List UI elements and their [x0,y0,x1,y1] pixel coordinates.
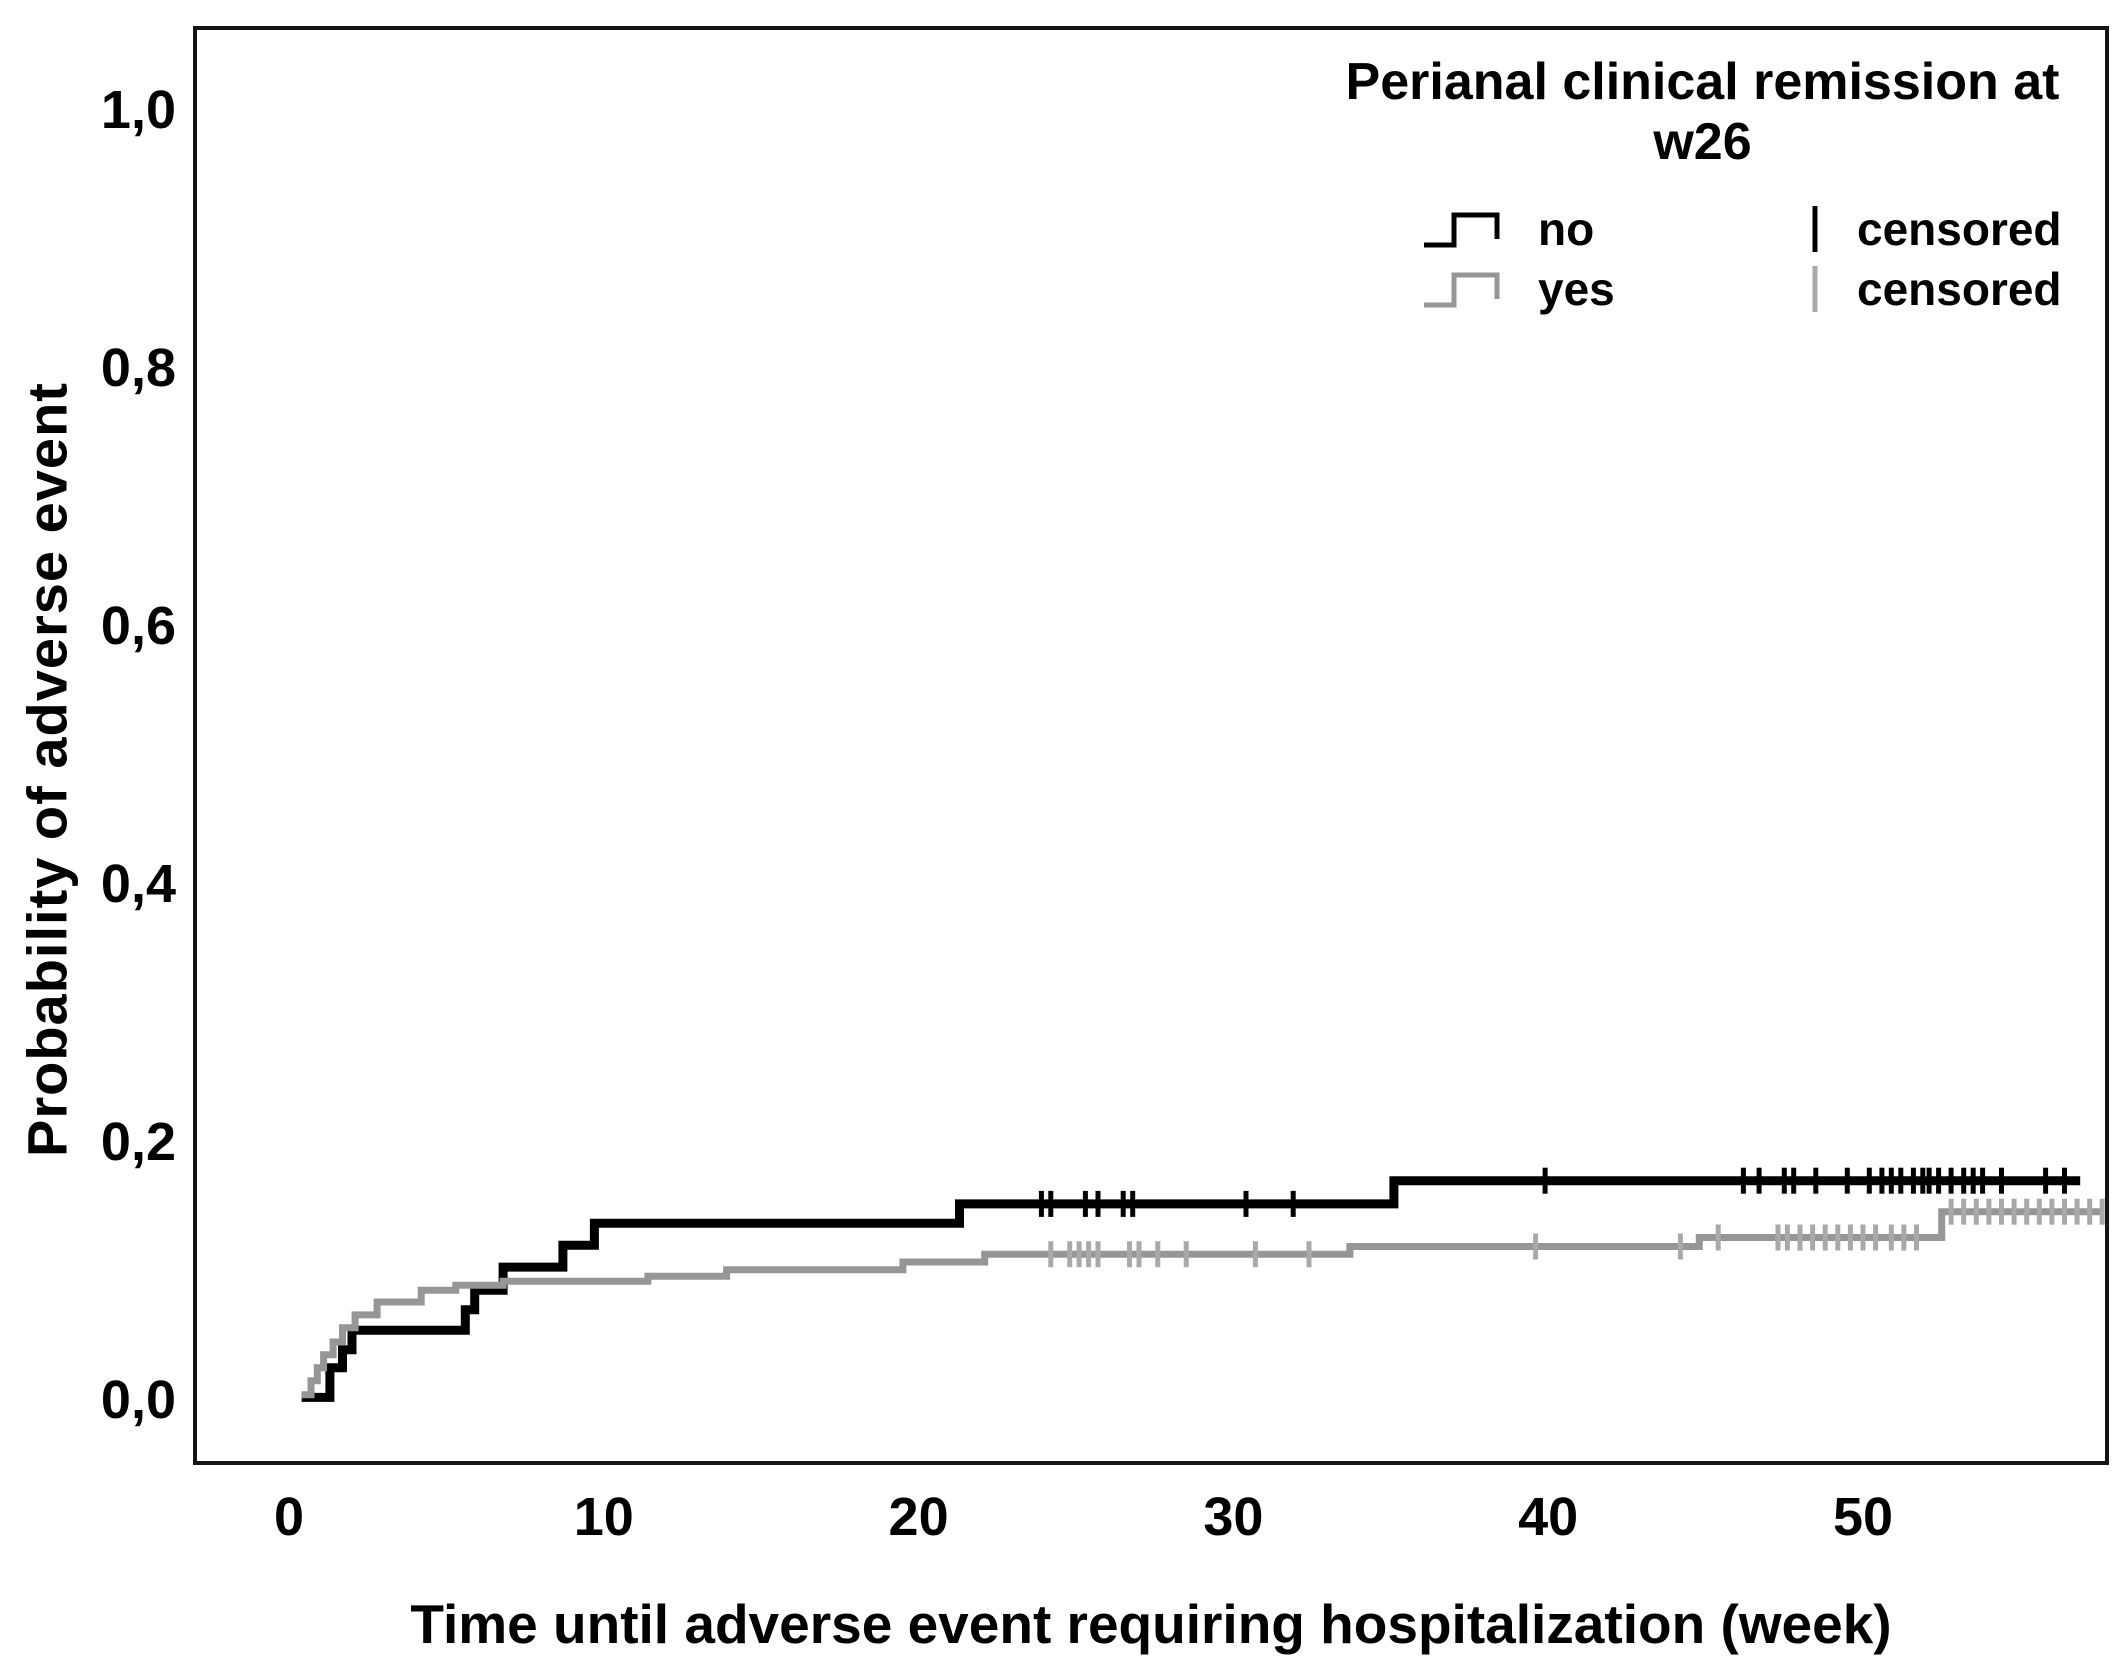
legend-label-censored-yes: censored [1857,263,2062,315]
x-tick-label: 20 [888,1487,949,1547]
legend-title-line2: w26 [1653,113,1752,171]
legend: Perianal clinical remission at w26 no ce… [1280,52,2125,316]
legend-title: Perianal clinical remission at w26 [1280,52,2125,172]
legend-step-line-yes-icon [1424,272,1500,308]
series-yes [301,1198,2105,1399]
y-axis-title: Probability of adverse event [15,382,79,1158]
legend-label-no: no [1538,203,1595,255]
plot-svg [301,1167,2105,1402]
legend-items: no censored yes censored [1421,202,2125,316]
plot-area [193,26,2109,1465]
legend-censored-tick-no-icon [1812,206,1818,252]
x-axis-title: Time until adverse event requiring hospi… [410,1593,1892,1655]
x-tick-label: 10 [573,1487,634,1547]
x-tick-label: 40 [1518,1487,1579,1547]
legend-title-line1: Perianal clinical remission at [1345,53,2060,111]
legend-label-censored-no: censored [1857,203,2062,255]
legend-censored-tick-yes-icon [1812,266,1818,312]
survival-curve-yes [301,1208,2101,1399]
survival-curve-no [301,1176,2081,1402]
x-tick-label: 30 [1203,1487,1264,1547]
legend-label-yes: yes [1538,263,1615,315]
series-no [301,1167,2081,1402]
x-tick-label: 50 [1832,1487,1894,1547]
x-tick-label: 0 [273,1487,305,1547]
legend-step-line-no-icon [1424,212,1500,248]
